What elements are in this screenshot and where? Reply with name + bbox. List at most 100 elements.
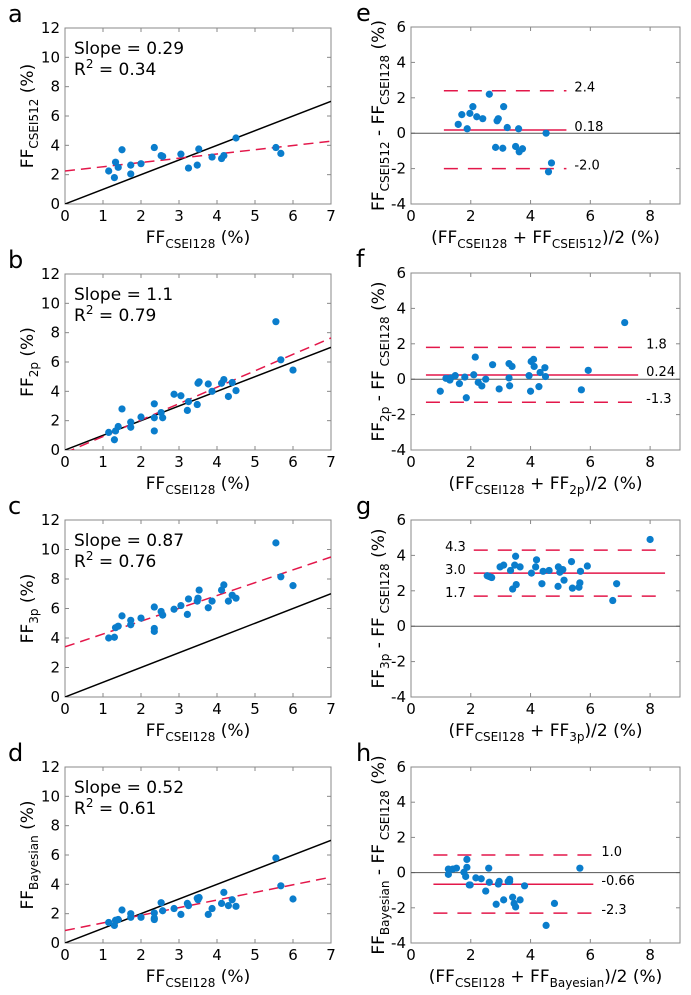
data-point: [472, 874, 480, 882]
data-point: [495, 877, 503, 886]
data-point: [512, 552, 520, 560]
data-point: [195, 893, 203, 902]
data-point: [220, 376, 228, 384]
y-tick-label: 8: [50, 324, 60, 342]
x-tick-label: 4: [526, 946, 536, 964]
data-point: [454, 120, 462, 128]
data-point: [444, 870, 452, 878]
x-tick-label: 1: [98, 207, 108, 225]
data-point: [105, 167, 113, 175]
y-tick-label: 2: [396, 828, 406, 846]
x-tick-label: 5: [250, 700, 260, 718]
data-point: [479, 115, 487, 123]
data-point: [471, 353, 479, 361]
data-point: [277, 356, 285, 364]
data-point: [463, 863, 471, 871]
y-tick-label: 4: [396, 299, 406, 317]
x-tick-label: 8: [645, 946, 655, 964]
data-point: [491, 143, 500, 151]
data-point: [559, 565, 567, 574]
x-axis-label: (FFCSEI128 + FFCSEI512)/2 (%): [431, 228, 660, 251]
identity-line: [65, 346, 331, 450]
y-tick-label: 4: [396, 53, 406, 71]
x-tick-label: 8: [645, 207, 655, 225]
x-tick-label: 0: [406, 700, 416, 718]
data-point: [560, 576, 568, 584]
data-point: [500, 103, 508, 111]
data-point: [576, 567, 585, 575]
data-point: [463, 125, 471, 133]
data-point: [137, 413, 145, 421]
data-point: [462, 872, 470, 881]
data-point: [232, 902, 240, 910]
data-point: [184, 398, 193, 406]
data-point: [110, 633, 118, 641]
data-point: [232, 134, 240, 142]
upper-limit-label: 1.0: [601, 845, 622, 860]
data-point: [150, 627, 158, 635]
lower-limit-label: -2.3: [601, 903, 626, 918]
y-tick-label: 6: [50, 600, 60, 618]
plot-area: [65, 839, 331, 943]
x-tick-label: 0: [60, 207, 70, 225]
data-point: [505, 374, 513, 382]
x-tick-label: 7: [326, 453, 336, 471]
data-point: [545, 566, 553, 575]
x-tick-label: 1: [98, 700, 108, 718]
r2-annotation: R2 = 0.76: [74, 549, 156, 572]
data-point: [208, 387, 216, 395]
lower-limit-label: 1.7: [445, 586, 466, 601]
data-point: [277, 149, 285, 157]
plot-area: [411, 318, 680, 403]
data-point: [532, 556, 541, 564]
y-tick-label: 12: [41, 758, 60, 776]
y-tick-label: -4: [391, 441, 406, 459]
axes-box: [410, 519, 681, 698]
x-tick-label: 2: [136, 207, 146, 225]
y-tick-label: 6: [50, 353, 60, 371]
data-point: [535, 383, 543, 391]
data-point: [506, 877, 514, 886]
data-point: [451, 372, 459, 380]
y-tick-label: 0: [396, 124, 406, 142]
x-tick-label: 6: [288, 946, 298, 964]
data-point: [452, 864, 461, 872]
panel-letter: f: [356, 245, 365, 273]
y-tick-label: 4: [50, 875, 60, 893]
y-tick-label: 4: [396, 793, 406, 811]
y-tick-label: -2: [391, 899, 406, 917]
data-point: [568, 584, 577, 592]
data-point: [544, 168, 553, 176]
panel-letter: g: [356, 492, 371, 520]
data-point: [204, 604, 212, 612]
y-tick-label: -4: [391, 934, 406, 952]
y-tick-label: 0: [50, 195, 60, 213]
slope-annotation: Slope = 1.1: [74, 285, 173, 305]
y-tick-label: 6: [396, 18, 406, 36]
x-tick-label: 0: [406, 946, 416, 964]
data-point: [436, 387, 444, 395]
x-tick-label: 2: [466, 453, 476, 471]
data-point: [224, 597, 232, 605]
x-tick-label: 6: [586, 700, 596, 718]
data-point: [127, 161, 135, 169]
panel-f: 0 2 4 6 8 -4 -2 0 2 4 6 f 1.8 0.24 -1.3 (FFCSEI128 + FF…: [356, 245, 681, 497]
y-axis-label: FFBayesian - FF CSEI128 (%): [369, 755, 392, 954]
data-point: [539, 567, 547, 575]
data-point: [500, 896, 508, 904]
axes-box: [410, 766, 681, 944]
data-point: [509, 893, 517, 901]
slope-annotation: Slope = 0.52: [74, 778, 184, 798]
y-tick-label: 2: [396, 335, 406, 353]
fit-line: [65, 876, 331, 932]
x-tick-label: 6: [586, 453, 596, 471]
x-axis-label: FFCSEI128 (%): [146, 474, 250, 497]
x-axis-label: FFCSEI128 (%): [146, 721, 250, 744]
data-point: [208, 597, 216, 605]
y-tick-label: 2: [396, 89, 406, 107]
data-point: [550, 899, 559, 908]
x-tick-label: 6: [586, 946, 596, 964]
